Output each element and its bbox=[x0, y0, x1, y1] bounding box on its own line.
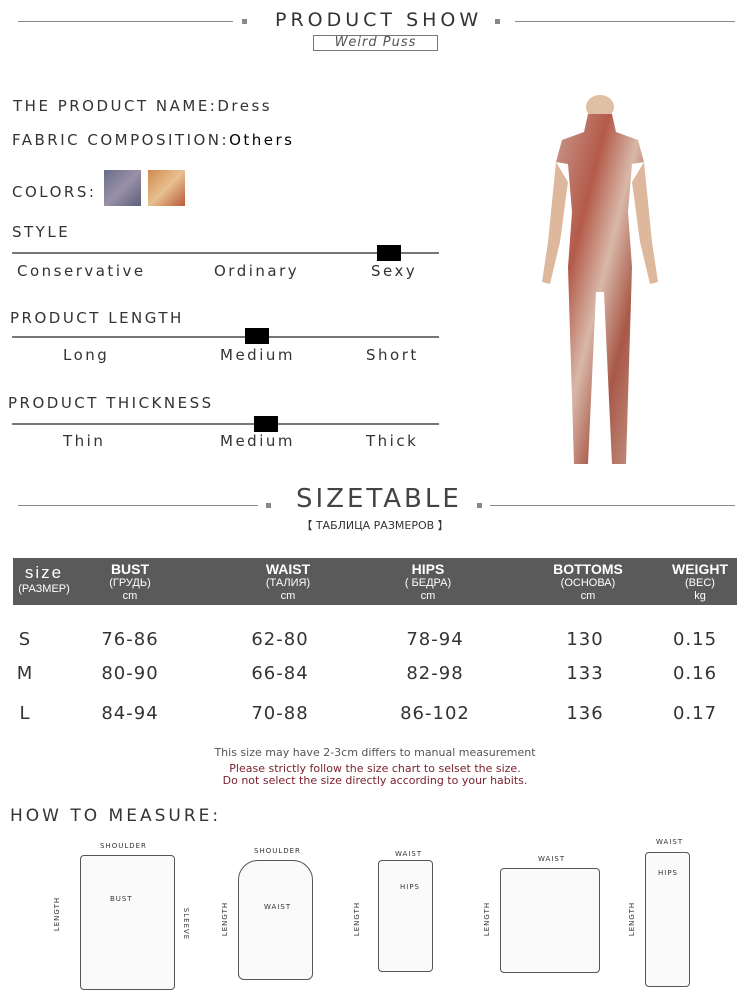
colors-label: COLORS: bbox=[12, 183, 97, 201]
jacket-diagram bbox=[80, 855, 175, 990]
color-swatch-orange[interactable] bbox=[148, 170, 185, 206]
col-bust: BUST (ГРУДЬ) cm bbox=[109, 561, 151, 602]
sizetable-title: SIZETABLE bbox=[296, 484, 462, 514]
size-label: M bbox=[16, 663, 34, 684]
col-weight: WEIGHT (ВЕС) kg bbox=[672, 561, 728, 602]
size-value: 62-80 bbox=[251, 629, 309, 650]
size-value: 80-90 bbox=[101, 663, 159, 684]
length-option: Long bbox=[63, 346, 110, 364]
label-waist: WAIST bbox=[538, 855, 566, 863]
measure-title: HOW TO MEASURE: bbox=[10, 806, 222, 826]
thickness-marker bbox=[254, 416, 278, 432]
page-title: PRODUCT SHOW bbox=[275, 9, 483, 31]
divider bbox=[490, 505, 735, 506]
label-waist: WAIST bbox=[656, 838, 684, 846]
size-value: 0.16 bbox=[672, 663, 718, 684]
size-value: 70-88 bbox=[251, 703, 309, 724]
label-length: LENGTH bbox=[353, 901, 362, 937]
size-label: S bbox=[18, 629, 32, 650]
fabric: FABRIC COMPOSITION:Others bbox=[12, 131, 295, 149]
col-hips: HIPS( БЕДРА) cm bbox=[404, 561, 452, 602]
thickness-title: PRODUCT THICKNESS bbox=[8, 394, 214, 412]
size-value: 82-98 bbox=[406, 663, 464, 684]
size-value: 0.17 bbox=[672, 703, 718, 724]
label-length: LENGTH bbox=[628, 901, 637, 937]
length-option: Medium bbox=[220, 346, 295, 364]
bullet bbox=[477, 503, 482, 508]
size-warning: Do not select the size directly accordin… bbox=[222, 774, 528, 787]
product-image bbox=[542, 95, 658, 464]
color-swatch-blue[interactable] bbox=[104, 170, 141, 206]
thickness-scale bbox=[12, 423, 439, 425]
size-label: L bbox=[19, 703, 31, 724]
bullet bbox=[495, 19, 500, 24]
style-option: Ordinary bbox=[214, 262, 300, 280]
label-hips: HIPS bbox=[658, 869, 678, 877]
pants-diagram bbox=[645, 852, 690, 987]
label-hips: HIPS bbox=[400, 883, 420, 891]
thickness-option: Thick bbox=[366, 432, 419, 450]
divider bbox=[515, 21, 735, 22]
sizetable-subtitle: 【 ТАБЛИЦА РАЗМЕРОВ 】 bbox=[301, 519, 449, 532]
label-bust: BUST bbox=[110, 895, 133, 903]
label-waist: WAIST bbox=[395, 850, 423, 858]
label-length: LENGTH bbox=[221, 901, 230, 937]
length-option: Short bbox=[366, 346, 419, 364]
thickness-option: Thin bbox=[63, 432, 106, 450]
dress-diagram bbox=[238, 860, 313, 980]
size-value: 84-94 bbox=[101, 703, 159, 724]
label-shoulder: SHOULDER bbox=[254, 847, 301, 855]
size-value: 66-84 bbox=[251, 663, 309, 684]
thickness-option: Medium bbox=[220, 432, 295, 450]
size-value: 76-86 bbox=[101, 629, 159, 650]
size-value: 130 bbox=[566, 629, 604, 650]
style-option: Sexy bbox=[371, 262, 418, 280]
style-option: Conservative bbox=[17, 262, 146, 280]
brand-label: Weird Puss bbox=[313, 35, 438, 51]
size-value: 0.15 bbox=[672, 629, 718, 650]
divider bbox=[18, 505, 258, 506]
size-warning: Please strictly follow the size chart to… bbox=[229, 762, 521, 775]
length-title: PRODUCT LENGTH bbox=[10, 309, 184, 327]
divider bbox=[18, 21, 233, 22]
style-scale bbox=[12, 252, 439, 254]
length-marker bbox=[245, 328, 269, 344]
col-size: size (РАЗМЕР) bbox=[18, 563, 70, 595]
label-length: LENGTH bbox=[53, 896, 62, 932]
col-waist: WAIST (ТАЛИЯ) cm bbox=[265, 561, 311, 602]
shorts-diagram bbox=[500, 868, 600, 973]
size-value: 86-102 bbox=[400, 703, 470, 724]
style-marker bbox=[377, 245, 401, 261]
label-shoulder: SHOULDER bbox=[100, 842, 147, 850]
skirt-diagram bbox=[378, 860, 433, 972]
size-table-header: size (РАЗМЕР) BUST (ГРУДЬ) cm WAIST (ТАЛИЯ) c… bbox=[13, 558, 737, 605]
bullet bbox=[266, 503, 271, 508]
bullet bbox=[242, 19, 247, 24]
length-scale bbox=[12, 336, 439, 338]
label-length: LENGTH bbox=[483, 901, 492, 937]
col-bottoms: BOTTOMS (ОСНОВА) cm bbox=[553, 561, 623, 602]
size-note: This size may have 2-3cm differs to manu… bbox=[214, 746, 536, 759]
size-value: 78-94 bbox=[406, 629, 464, 650]
style-title: STYLE bbox=[12, 223, 71, 241]
size-value: 136 bbox=[566, 703, 604, 724]
size-value: 133 bbox=[566, 663, 604, 684]
product-name: THE PRODUCT NAME:Dress bbox=[13, 97, 273, 115]
label-waist: WAIST bbox=[264, 903, 292, 911]
label-sleeve: SLEEVE bbox=[182, 907, 191, 941]
